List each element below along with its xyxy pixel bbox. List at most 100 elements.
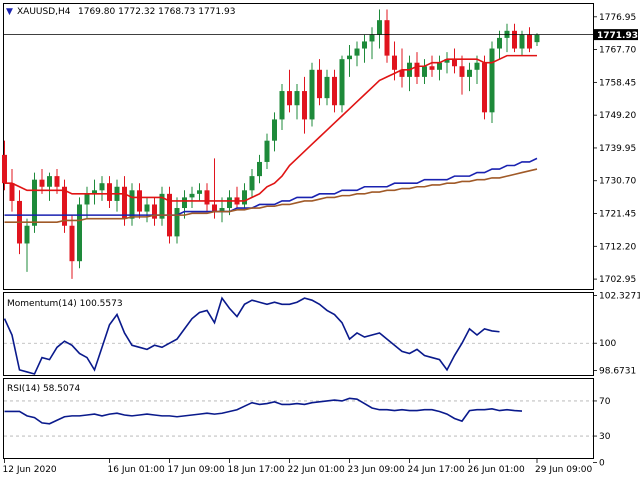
current-price-label: 1771.93 bbox=[597, 31, 638, 41]
price-tick-label: 1712.20 bbox=[599, 242, 636, 252]
candle-body bbox=[482, 62, 487, 113]
candle-body bbox=[242, 190, 247, 205]
candle-body bbox=[512, 30, 517, 49]
rsi-title: RSI(14) 58.5074 bbox=[7, 384, 80, 394]
candle-body bbox=[32, 179, 37, 226]
time-tick-label: 18 Jun 17:00 bbox=[228, 465, 285, 475]
candle-body bbox=[99, 183, 105, 191]
candle-body bbox=[354, 48, 360, 56]
chart-ohlc-values: 1769.80 1772.32 1768.73 1771.93 bbox=[78, 7, 235, 17]
candle-body bbox=[437, 62, 442, 70]
momentum-tick-label: 100 bbox=[599, 339, 616, 349]
candle-body bbox=[467, 69, 472, 77]
time-axis: 12 Jun 2020 16 Jun 01:00 17 Jun 09:00 18 Ju… bbox=[3, 459, 592, 475]
current-price-tag bbox=[594, 29, 638, 41]
candle-body bbox=[227, 197, 232, 209]
time-tick-label: 16 Jun 01:00 bbox=[108, 465, 165, 475]
candle-body bbox=[84, 193, 90, 205]
candle-body bbox=[257, 161, 262, 177]
candle-body bbox=[422, 66, 427, 77]
candle-body bbox=[2, 154, 7, 184]
candle-body bbox=[69, 225, 75, 262]
price-tick-label: 1730.70 bbox=[599, 177, 636, 187]
candle-body bbox=[137, 190, 142, 212]
momentum-axis: 102.3271 100 98.6731 bbox=[593, 292, 640, 376]
time-tick-label: 26 Jun 01:00 bbox=[468, 465, 525, 475]
candle-body bbox=[54, 176, 60, 187]
price-tick-label: 1721.45 bbox=[599, 210, 636, 220]
candle-body bbox=[212, 204, 217, 212]
candle-body bbox=[519, 34, 525, 49]
candle-body bbox=[189, 193, 195, 198]
candle-body bbox=[302, 91, 307, 120]
candle-body bbox=[62, 186, 67, 226]
time-tick-label: 17 Jun 09:00 bbox=[168, 465, 225, 475]
candle-body bbox=[182, 197, 187, 209]
indicator-levels bbox=[4, 342, 593, 437]
price-tick-label: 1767.70 bbox=[599, 46, 636, 56]
candle-body bbox=[24, 225, 30, 244]
candle-body bbox=[377, 20, 382, 35]
rsi-tick-label: 70 bbox=[599, 397, 611, 407]
candle-body bbox=[264, 140, 270, 162]
candle-body bbox=[384, 20, 390, 56]
time-tick-label: 23 Jun 09:00 bbox=[348, 465, 405, 475]
sma-slow-line bbox=[4, 168, 538, 224]
candle-body bbox=[339, 59, 345, 106]
candle-body bbox=[219, 208, 225, 212]
rsi-tick-label: 0 bbox=[599, 458, 605, 468]
price-tick-label: 1702.95 bbox=[599, 275, 636, 285]
candle-body bbox=[369, 34, 375, 42]
candle-body bbox=[287, 91, 292, 106]
candle-body bbox=[414, 62, 420, 77]
candle-body bbox=[527, 34, 532, 49]
time-tick-label: 12 Jun 2020 bbox=[3, 465, 57, 475]
price-tick-label: 1776.95 bbox=[599, 13, 636, 23]
candle-body bbox=[279, 91, 285, 120]
momentum-panel-frame bbox=[3, 292, 594, 376]
rsi-tick-label: 30 bbox=[599, 432, 611, 442]
rsi-series bbox=[4, 397, 523, 425]
candle-body bbox=[497, 37, 502, 49]
candle-body bbox=[317, 69, 322, 99]
candle-body bbox=[144, 204, 150, 212]
candle-body bbox=[39, 179, 45, 187]
sma-mid-line bbox=[4, 157, 538, 216]
price-panel-frame bbox=[3, 3, 594, 290]
momentum-tick-label: 98.6731 bbox=[599, 366, 636, 376]
price-tick-label: 1749.20 bbox=[599, 111, 636, 121]
candle-body bbox=[122, 186, 127, 219]
candle-body bbox=[129, 190, 135, 219]
candle-body bbox=[9, 183, 15, 201]
candle-body bbox=[362, 41, 367, 49]
sma-fast-line bbox=[4, 54, 537, 202]
candle-body bbox=[92, 190, 97, 194]
price-tick-label: 1758.45 bbox=[599, 78, 636, 88]
candlestick-series bbox=[2, 9, 540, 279]
candle-body bbox=[459, 66, 465, 77]
candle-body bbox=[47, 176, 52, 187]
candle-body bbox=[347, 55, 352, 60]
candle-body bbox=[204, 190, 210, 205]
candle-body bbox=[197, 190, 202, 194]
price-tick-label: 1739.95 bbox=[599, 144, 636, 154]
candle-body bbox=[174, 208, 180, 237]
candle-body bbox=[429, 66, 435, 70]
candle-body bbox=[159, 193, 165, 219]
rsi-panel-frame bbox=[3, 378, 594, 459]
time-tick-label: 22 Jun 01:00 bbox=[288, 465, 345, 475]
candle-body bbox=[444, 59, 450, 63]
candle-body bbox=[324, 76, 330, 99]
time-tick-label: 29 Jun 09:00 bbox=[535, 465, 592, 475]
price-axis: 1776.95 1767.70 1758.45 1749.20 1739.95 1730.… bbox=[593, 13, 636, 285]
rsi-axis: 70 30 0 bbox=[593, 397, 611, 468]
momentum-tick-label: 102.3271 bbox=[599, 292, 640, 302]
time-tick-label: 24 Jun 17:00 bbox=[408, 465, 465, 475]
momentum-line bbox=[3, 296, 500, 375]
candle-body bbox=[452, 59, 457, 67]
candle-body bbox=[399, 69, 405, 77]
candle-body bbox=[152, 204, 157, 219]
candle-body bbox=[77, 204, 82, 262]
